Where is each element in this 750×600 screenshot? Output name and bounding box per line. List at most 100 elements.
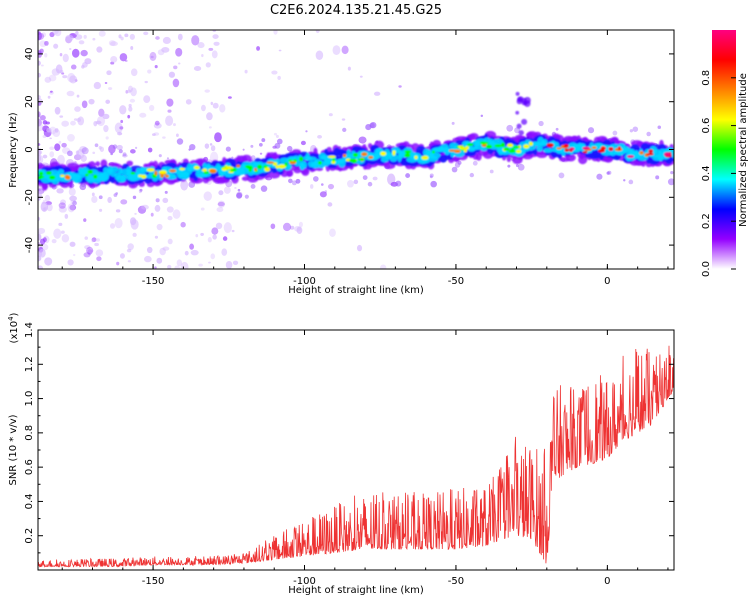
spectrogram-branch-blob <box>516 98 523 105</box>
spectrogram-noise-blob <box>91 195 98 204</box>
spectrogram-noise-blob <box>54 143 61 151</box>
spectrogram-noise-blob <box>273 132 278 136</box>
spectrogram-peak-blob <box>515 149 522 154</box>
spectrogram-noise-blob <box>167 264 172 269</box>
spectrogram-noise-blob <box>208 261 211 264</box>
spectrogram-noise-blob <box>328 113 333 117</box>
spectrogram-noise-blob <box>59 115 64 118</box>
spectrogram-noise-blob <box>207 237 212 243</box>
spectrogram-branch-blob <box>526 136 530 140</box>
spectrogram-scatter-blob <box>517 163 525 171</box>
colorbar-tick-label: 0.2 <box>701 213 712 229</box>
snr-x-axis: -150 -100 -50 0 <box>61 330 669 587</box>
spectrogram-noise-blob <box>57 154 65 165</box>
chart-title: C2E6.2024.135.21.45.G25 <box>270 3 442 18</box>
y-tick-label: 0.8 <box>24 425 35 441</box>
spectrogram-noise-blob <box>80 154 87 162</box>
spectrogram-noise-blob <box>102 113 110 120</box>
spectrogram-noise-blob <box>175 47 183 57</box>
spectrogram-noise-blob <box>398 85 402 88</box>
spectrogram-peak-blob <box>160 174 165 178</box>
spectrogram-noise-blob <box>271 70 278 75</box>
spectrogram-noise-blob <box>168 71 176 78</box>
spectrogram-noise-blob <box>347 180 354 188</box>
spectrogram-peak-blob <box>278 164 286 169</box>
spectrogram-noise-blob <box>180 261 189 269</box>
spectrogram-noise-blob <box>38 101 42 106</box>
spectrogram-noise-blob <box>108 40 116 46</box>
spectrogram-noise-blob <box>341 45 349 55</box>
x-tick-label: -100 <box>293 576 316 587</box>
spectrogram-noise-blob <box>225 260 233 269</box>
spectrogram-scatter-blob <box>305 130 308 133</box>
spectrogram-peak-blob <box>275 165 279 169</box>
spectrogram-noise-blob <box>200 232 204 236</box>
spectrogram-noise-blob <box>130 87 137 97</box>
spectrogram-scatter-blob <box>291 180 297 186</box>
spectrogram-scatter-blob <box>367 181 373 187</box>
spectrogram-noise-blob <box>125 90 129 94</box>
spectrogram-ridge-blob <box>42 183 49 190</box>
spectrogram-noise-blob <box>219 104 226 113</box>
spectrogram-scatter-blob <box>189 143 196 151</box>
spectrogram-noise-blob <box>172 209 181 219</box>
spectrogram-noise-blob <box>180 221 186 228</box>
spectrogram-y-axis: -40 -20 0 20 40 <box>24 48 674 253</box>
spectrogram-noise-blob <box>69 75 78 84</box>
y-tick-label: 1.2 <box>24 356 35 372</box>
spectrogram-scatter-blob <box>320 183 324 186</box>
spectrogram-noise-blob <box>108 144 116 154</box>
spectrogram-noise-blob <box>38 94 41 100</box>
spectrogram-noise-blob <box>51 239 57 244</box>
x-tick-label: -150 <box>142 276 165 287</box>
spectrogram-noise-blob <box>119 105 127 115</box>
spectrogram-noise-blob <box>327 202 333 207</box>
spectrogram-peak-blob <box>503 147 510 151</box>
spectrogram-noise-blob <box>156 257 163 264</box>
spectrogram-noise-blob <box>103 124 109 133</box>
spectrogram-scatter-blob <box>176 138 184 145</box>
spectrogram-scatter-blob <box>250 144 254 148</box>
spectrogram-noise-blob <box>76 117 82 123</box>
spectrogram-noise-blob <box>119 126 124 130</box>
spectrogram-noise-blob <box>38 31 43 41</box>
spectrogram-ridge-blob <box>543 148 554 153</box>
spectrogram-noise-blob <box>58 222 63 227</box>
spectrogram-noise-blob <box>200 207 205 211</box>
spectrogram-peak-blob <box>146 168 155 172</box>
spectrogram-peak-blob <box>357 158 366 161</box>
spectrogram-peak-blob <box>500 142 505 148</box>
snr-series-line <box>38 345 674 568</box>
spectrogram-noise-blob <box>244 69 248 74</box>
spectrogram-noise-blob <box>114 122 123 134</box>
spectrogram-noise-blob <box>296 226 303 235</box>
spectrogram-scatter-blob <box>188 148 191 151</box>
spectrogram-noise-blob <box>84 245 91 250</box>
spectrogram-noise-blob <box>155 36 160 40</box>
spectrogram-noise-blob <box>94 242 99 247</box>
spectrogram-noise-blob <box>149 51 157 62</box>
spectrogram-scatter-blob <box>596 173 603 180</box>
spectrogram-noise-blob <box>38 216 41 221</box>
spectrogram-noise-blob <box>130 149 136 154</box>
spectrogram-noise-blob <box>50 90 53 93</box>
spectrogram-ridge-blob <box>299 160 308 169</box>
spectrogram-noise-blob <box>38 197 41 201</box>
spectrogram-noise-blob <box>289 225 295 230</box>
spectrogram-noise-blob <box>84 236 88 240</box>
spectrogram-noise-blob <box>212 34 219 39</box>
spectrogram-peak-blob <box>317 160 322 165</box>
spectrogram-branch-blob <box>515 91 520 96</box>
spectrogram-ridge-blob <box>286 169 294 177</box>
spectrogram-ridge-blob <box>541 139 548 146</box>
spectrogram-noise-blob <box>156 223 163 231</box>
spectrogram-noise-blob <box>234 187 237 189</box>
y-tick-label: 0.4 <box>24 493 35 509</box>
spectrogram-noise-blob <box>315 50 324 60</box>
spectrogram-noise-blob <box>38 248 46 258</box>
spectrogram-peak-blob <box>331 160 336 164</box>
spectrogram-noise-blob <box>44 53 48 58</box>
spectrogram-noise-blob <box>51 68 60 76</box>
spectrogram-peak-blob <box>254 167 258 172</box>
spectrogram-noise-blob <box>154 266 157 269</box>
